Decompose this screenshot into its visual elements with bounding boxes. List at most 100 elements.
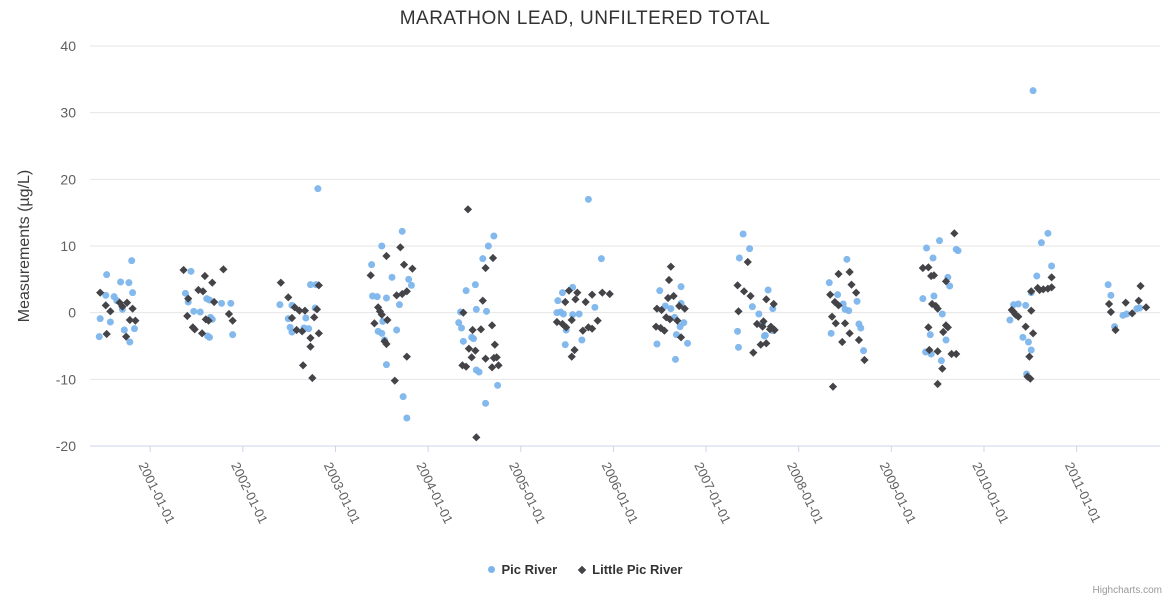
data-point-little-pic-river[interactable]: [561, 297, 570, 307]
data-point-little-pic-river[interactable]: [1136, 281, 1145, 291]
data-point-pic-river[interactable]: [946, 282, 954, 290]
data-point-little-pic-river[interactable]: [847, 280, 856, 289]
data-point-pic-river[interactable]: [490, 232, 498, 240]
data-point-pic-river[interactable]: [470, 335, 478, 343]
data-point-pic-river[interactable]: [483, 307, 491, 315]
data-point-little-pic-river[interactable]: [399, 260, 409, 269]
data-point-pic-river[interactable]: [459, 337, 467, 345]
data-point-pic-river[interactable]: [1033, 272, 1041, 280]
data-point-little-pic-river[interactable]: [488, 253, 498, 263]
data-point-little-pic-river[interactable]: [122, 332, 131, 341]
data-point-pic-river[interactable]: [1107, 291, 1115, 299]
data-point-little-pic-river[interactable]: [918, 263, 927, 273]
data-point-pic-river[interactable]: [930, 292, 938, 300]
data-point-little-pic-river[interactable]: [733, 281, 742, 290]
data-point-little-pic-river[interactable]: [762, 339, 771, 348]
data-point-pic-river[interactable]: [923, 244, 931, 252]
data-point-pic-river[interactable]: [667, 305, 675, 313]
data-point-pic-river[interactable]: [677, 283, 685, 291]
data-point-little-pic-river[interactable]: [462, 362, 471, 371]
data-point-pic-river[interactable]: [834, 291, 842, 299]
data-point-little-pic-river[interactable]: [1025, 352, 1034, 361]
data-point-little-pic-river[interactable]: [749, 348, 758, 357]
data-point-pic-river[interactable]: [276, 301, 284, 309]
data-point-little-pic-river[interactable]: [762, 295, 771, 304]
data-point-pic-river[interactable]: [373, 293, 381, 301]
data-point-little-pic-river[interactable]: [834, 301, 843, 310]
data-point-pic-river[interactable]: [575, 310, 583, 318]
data-point-little-pic-river[interactable]: [306, 342, 315, 351]
data-point-pic-river[interactable]: [937, 357, 945, 365]
data-point-pic-river[interactable]: [597, 255, 605, 263]
data-point-little-pic-river[interactable]: [382, 251, 391, 261]
data-point-little-pic-river[interactable]: [183, 311, 192, 321]
data-point-little-pic-river[interactable]: [924, 323, 933, 332]
data-point-little-pic-river[interactable]: [308, 373, 317, 383]
data-point-little-pic-river[interactable]: [840, 319, 850, 328]
data-point-little-pic-river[interactable]: [370, 319, 379, 328]
data-point-pic-river[interactable]: [103, 271, 111, 279]
data-point-little-pic-river[interactable]: [664, 275, 674, 285]
data-point-pic-river[interactable]: [748, 303, 756, 311]
data-point-pic-river[interactable]: [843, 255, 851, 263]
data-point-little-pic-river[interactable]: [1021, 322, 1030, 331]
data-point-little-pic-river[interactable]: [314, 281, 323, 290]
data-point-little-pic-river[interactable]: [190, 325, 199, 334]
data-point-pic-river[interactable]: [1048, 262, 1056, 270]
data-point-pic-river[interactable]: [734, 343, 742, 351]
data-point-little-pic-river[interactable]: [310, 313, 319, 322]
data-point-pic-river[interactable]: [1024, 338, 1032, 346]
data-point-pic-river[interactable]: [591, 303, 599, 311]
data-point-pic-river[interactable]: [407, 281, 415, 289]
data-point-little-pic-river[interactable]: [673, 316, 682, 325]
data-point-little-pic-river[interactable]: [933, 379, 942, 389]
data-point-little-pic-river[interactable]: [578, 326, 587, 335]
data-point-pic-river[interactable]: [942, 336, 950, 344]
data-point-pic-river[interactable]: [106, 318, 114, 326]
data-point-pic-river[interactable]: [403, 414, 411, 422]
data-point-little-pic-river[interactable]: [567, 315, 576, 325]
data-point-pic-river[interactable]: [853, 297, 861, 305]
data-point-pic-river[interactable]: [196, 308, 204, 316]
data-point-little-pic-river[interactable]: [605, 289, 614, 299]
data-point-little-pic-river[interactable]: [834, 269, 843, 279]
data-point-little-pic-river[interactable]: [490, 340, 499, 349]
data-point-little-pic-river[interactable]: [947, 349, 956, 359]
data-point-little-pic-river[interactable]: [298, 327, 307, 336]
data-point-little-pic-river[interactable]: [314, 329, 323, 338]
data-point-little-pic-river[interactable]: [1027, 306, 1036, 315]
data-point-little-pic-river[interactable]: [838, 337, 847, 347]
data-point-little-pic-river[interactable]: [284, 293, 293, 302]
data-point-pic-river[interactable]: [755, 310, 763, 318]
data-point-pic-river[interactable]: [825, 279, 833, 287]
data-point-little-pic-river[interactable]: [567, 352, 576, 361]
data-point-little-pic-river[interactable]: [669, 291, 678, 301]
data-point-pic-river[interactable]: [1123, 310, 1131, 318]
data-point-pic-river[interactable]: [919, 295, 927, 303]
data-point-pic-river[interactable]: [558, 289, 566, 297]
data-point-little-pic-river[interactable]: [746, 291, 755, 301]
data-point-pic-river[interactable]: [584, 195, 592, 203]
data-point-little-pic-river[interactable]: [382, 339, 391, 349]
data-point-little-pic-river[interactable]: [564, 286, 574, 295]
data-point-little-pic-river[interactable]: [481, 354, 490, 363]
data-point-little-pic-river[interactable]: [938, 364, 947, 373]
data-point-little-pic-river[interactable]: [197, 329, 207, 338]
data-point-pic-river[interactable]: [96, 315, 104, 323]
data-point-little-pic-river[interactable]: [665, 315, 675, 324]
data-point-pic-river[interactable]: [471, 281, 479, 289]
data-point-little-pic-river[interactable]: [756, 340, 765, 349]
data-point-pic-river[interactable]: [734, 327, 742, 335]
data-point-pic-river[interactable]: [204, 332, 212, 340]
data-point-little-pic-river[interactable]: [1028, 329, 1038, 338]
data-point-little-pic-river[interactable]: [933, 304, 942, 313]
data-point-pic-river[interactable]: [462, 287, 470, 295]
data-point-little-pic-river[interactable]: [828, 382, 838, 391]
data-point-little-pic-river[interactable]: [489, 353, 499, 363]
legend-item-pic-river[interactable]: Pic River: [487, 562, 557, 577]
data-point-pic-river[interactable]: [181, 289, 189, 297]
data-point-little-pic-river[interactable]: [478, 296, 487, 305]
data-point-pic-river[interactable]: [382, 294, 390, 302]
data-point-pic-river[interactable]: [764, 286, 772, 294]
data-point-little-pic-river[interactable]: [468, 325, 477, 335]
